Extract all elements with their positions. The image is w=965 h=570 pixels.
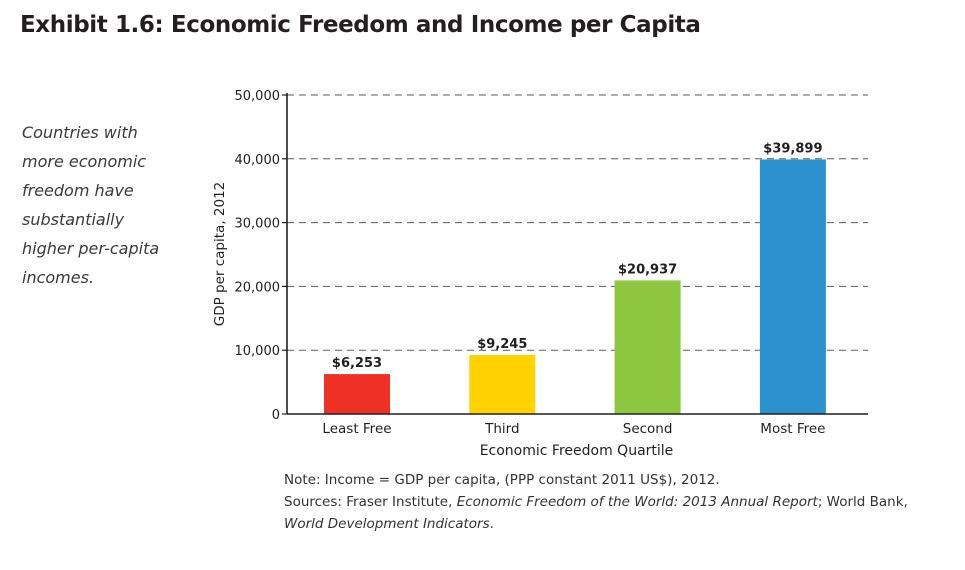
x-tick-label: Second	[623, 421, 673, 437]
bar	[614, 280, 681, 414]
bar	[469, 355, 536, 414]
sources-end: .	[489, 516, 494, 532]
x-tick-label: Most Free	[760, 421, 825, 437]
bar	[324, 374, 390, 414]
sidebar-line: substantially	[22, 210, 125, 229]
y-tick-label: 10,000	[235, 344, 281, 359]
sidebar-line: higher per-capita	[22, 239, 160, 258]
note-text: Note: Income = GDP per capita, (PPP cons…	[284, 472, 720, 488]
sources-report-title: Economic Freedom of the World: 2013 Annu…	[456, 494, 818, 510]
sources-line-2: World Development Indicators.	[284, 513, 944, 535]
x-tick-label: Third	[484, 421, 519, 437]
data-label: $6,253	[332, 356, 382, 371]
sources-prefix: Sources: Fraser Institute,	[284, 494, 457, 510]
y-tick-label: 20,000	[235, 280, 281, 295]
bar	[759, 159, 826, 414]
x-tick-label: Least Free	[322, 421, 391, 437]
chart-title: Exhibit 1.6: Economic Freedom and Income…	[20, 12, 701, 38]
sidebar-line: incomes.	[22, 268, 95, 287]
y-tick-label: 0	[272, 408, 280, 423]
data-label: $39,899	[763, 141, 822, 156]
y-axis-title: GDP per capita, 2012	[212, 182, 228, 327]
bar-chart: 0 10,000 20,000 30,000 40,000 50,000 $6,253 Lea…	[212, 89, 868, 459]
chart-notes: Note: Income = GDP per capita, (PPP cons…	[284, 469, 944, 535]
y-tick-label: 50,000	[235, 89, 281, 104]
y-tick-label: 40,000	[235, 153, 281, 168]
sidebar-line: more economic	[22, 152, 147, 171]
sidebar-line: freedom have	[22, 181, 134, 200]
y-tick-label: 30,000	[235, 217, 281, 232]
data-label: $9,245	[477, 337, 527, 352]
sidebar-caption: Countries with more economic freedom hav…	[22, 118, 197, 292]
sidebar-line: Countries with	[22, 123, 138, 142]
x-axis-title: Economic Freedom Quartile	[480, 443, 674, 459]
data-label: $20,937	[618, 262, 677, 277]
sources-line: Sources: Fraser Institute, Economic Free…	[284, 491, 944, 513]
sources-wdi-title: World Development Indicators	[284, 516, 490, 532]
sources-middle: ; World Bank,	[817, 494, 908, 510]
